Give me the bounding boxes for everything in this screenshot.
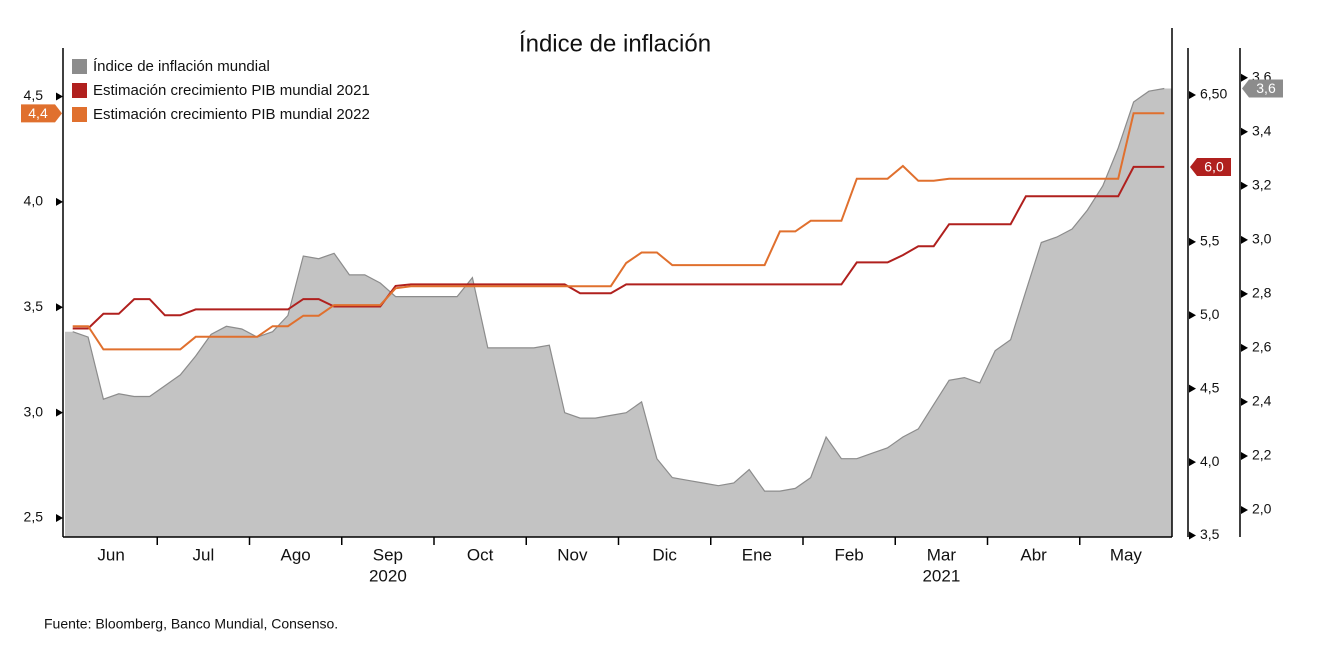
end-tag [1190,157,1231,176]
y-tick-label: 3,2 [1252,176,1272,192]
y-tick-label: 4,5 [24,87,44,103]
y-tick [1189,458,1196,467]
y-tick-label: 4,0 [24,193,44,209]
y-tick-label: 2,2 [1252,447,1272,463]
end-tag [21,104,62,123]
y-tick-label: 4,0 [1200,453,1220,469]
y-tick [1241,235,1248,244]
x-tick-label: Jul [193,545,215,564]
y-tick-label: 5,0 [1200,306,1220,322]
y-tick-label: 3,5 [1200,526,1220,542]
y-tick [56,303,63,312]
y-tick-label: 3,4 [1252,122,1272,138]
x-tick-label: Sep [373,545,403,564]
y-tick [1189,90,1196,99]
y-tick [1241,397,1248,406]
x-tick-label: Oct [467,545,494,564]
x-tick-label: May [1110,545,1143,564]
legend-swatch [72,83,87,98]
y-tick [1189,531,1196,540]
x-tick-label: Dic [652,545,677,564]
y-tick [1189,311,1196,320]
y-tick-label: 2,0 [1252,501,1272,517]
y-tick [56,92,63,101]
y-tick [1241,289,1248,298]
x-sublabel: 2020 [369,566,407,585]
source-note: Fuente: Bloomberg, Banco Mundial, Consen… [44,616,338,632]
y-tick [1189,237,1196,246]
x-tick-label: Feb [834,545,863,564]
legend-swatch [72,107,87,122]
chart-title: Índice de inflación [519,30,711,57]
y-tick-label: 2,5 [24,509,44,525]
y-tick-label: 2,8 [1252,285,1272,301]
y-tick [1241,505,1248,514]
area [65,88,1172,537]
x-tick-label: Ene [742,545,772,564]
y-tick [1241,73,1248,82]
legend-swatch [72,59,87,74]
area-edge [72,87,1165,492]
line [72,112,1165,351]
end-label: 3,6 [1256,80,1276,96]
end-label: 4,4 [28,105,48,121]
y-tick-label: 2,4 [1252,393,1272,409]
y-tick [1189,384,1196,393]
x-tick-label: Abr [1020,545,1047,564]
y-tick [1241,181,1248,190]
y-tick-label: 2,6 [1252,339,1272,355]
y-tick [56,408,63,417]
y-tick [1241,451,1248,460]
y-tick [1241,343,1248,352]
y-tick-label: 3,0 [1252,231,1272,247]
y-tick [1241,127,1248,136]
legend-label: Estimación crecimiento PIB mundial 2022 [93,106,370,123]
x-sublabel: 2021 [922,566,960,585]
x-tick-label: Nov [557,545,588,564]
x-tick-label: Ago [281,545,311,564]
y-tick [56,197,63,206]
x-tick-label: Mar [927,545,957,564]
y-tick-label: 6,50 [1200,86,1227,102]
line [72,165,1165,330]
x-tick-label: Jun [97,545,124,564]
y-tick-label: 3,5 [24,298,44,314]
y-tick-label: 5,5 [1200,233,1220,249]
y-tick [56,514,63,523]
legend-label: Índice de inflación mundial [93,58,270,75]
y-tick-label: 4,5 [1200,379,1220,395]
legend-label: Estimación crecimiento PIB mundial 2021 [93,82,370,99]
y-tick-label: 3,0 [24,403,44,419]
end-label: 6,0 [1204,159,1224,175]
end-tag [1242,79,1283,98]
